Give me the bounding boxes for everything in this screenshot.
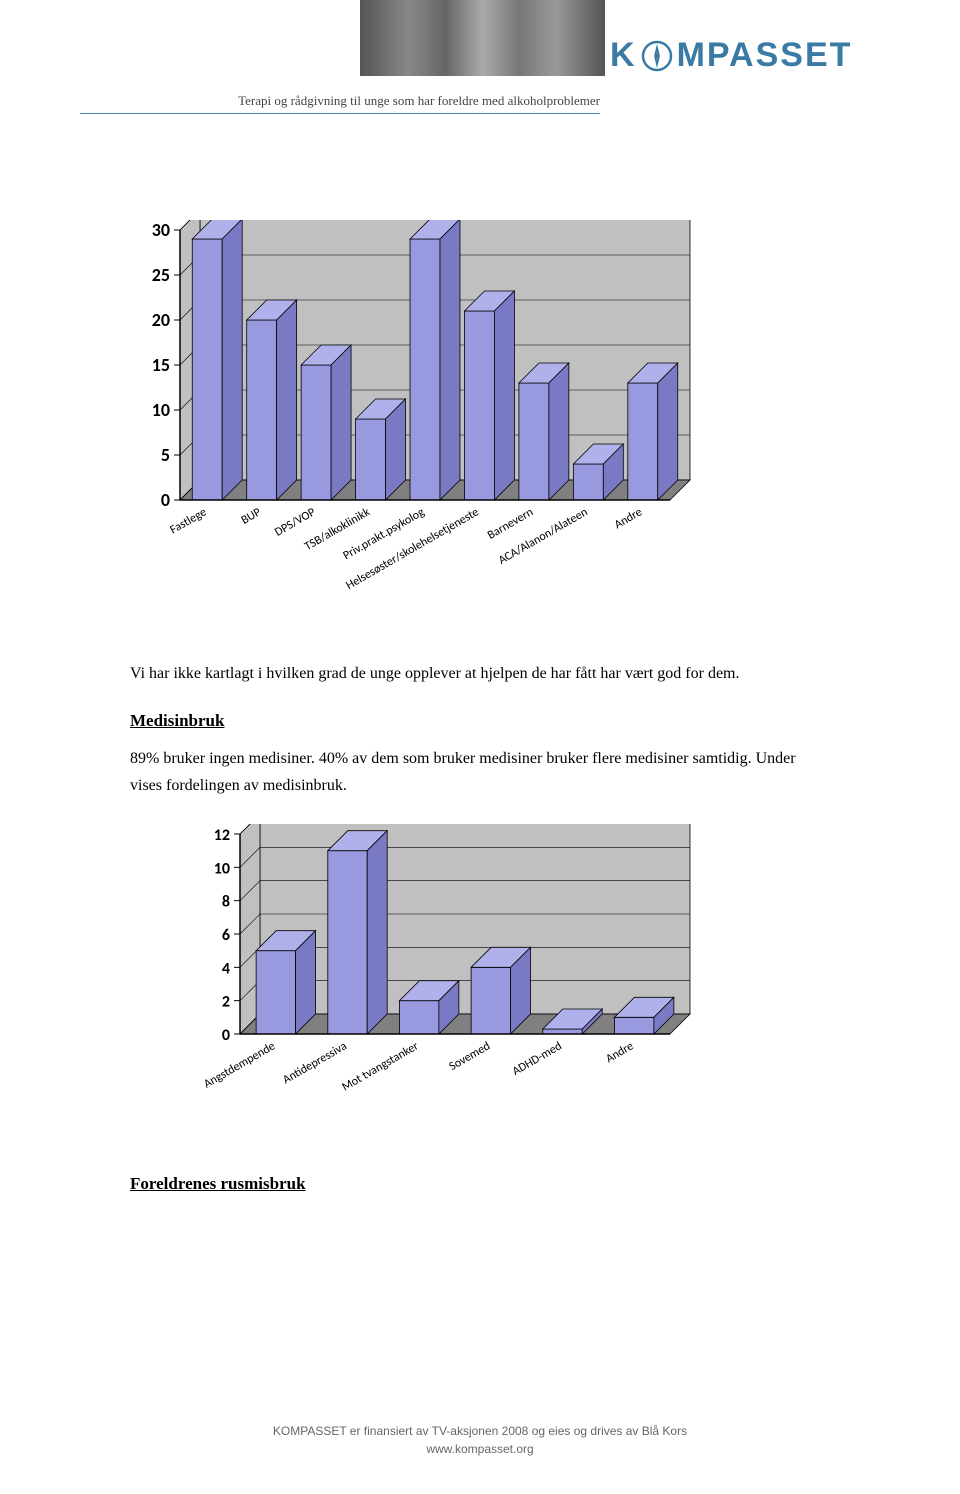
svg-text:10: 10 [152, 399, 170, 421]
svg-text:BUP: BUP [239, 505, 264, 527]
logo-prefix: K [610, 36, 637, 75]
svg-text:25: 25 [152, 264, 170, 286]
svg-text:Angstdempende: Angstdempende [201, 1039, 277, 1091]
chart-2: 0 2 4 6 8 10 12 AngstdempendeAntidepressivaMot … [190, 824, 830, 1144]
svg-text:Antidepressiva: Antidepressiva [281, 1039, 350, 1087]
svg-text:20: 20 [152, 309, 170, 331]
svg-text:Andre: Andre [612, 505, 645, 532]
svg-text:0: 0 [161, 489, 170, 511]
header-photo [360, 0, 605, 76]
footer-line-1: KOMPASSET er finansiert av TV-aksjonen 2… [0, 1422, 960, 1440]
compass-icon [641, 40, 673, 72]
svg-text:Fastlege: Fastlege [168, 505, 209, 537]
svg-text:ADHD-med: ADHD-med [510, 1039, 564, 1078]
svg-text:5: 5 [161, 444, 170, 466]
svg-text:2: 2 [222, 992, 230, 1011]
svg-text:15: 15 [152, 354, 170, 376]
heading-medisinbruk: Medisinbruk [130, 711, 830, 731]
svg-text:8: 8 [222, 892, 230, 911]
chart-1: 051015202530FastlegeBUPDPS/VOPTSB/alkokl… [130, 220, 830, 640]
svg-text:30: 30 [152, 220, 170, 241]
svg-text:10: 10 [214, 859, 230, 878]
svg-text:DPS/VOP: DPS/VOP [273, 505, 319, 539]
header-banner: K MPASSET Terapi og rådgivning til unge … [0, 0, 960, 110]
svg-text:6: 6 [222, 926, 230, 945]
heading-foreldrenes: Foreldrenes rusmisbruk [130, 1174, 830, 1194]
paragraph-1: Vi har ikke kartlagt i hvilken grad de u… [130, 660, 830, 687]
footer: KOMPASSET er finansiert av TV-aksjonen 2… [0, 1422, 960, 1458]
svg-text:4: 4 [222, 959, 230, 978]
logo-suffix: MPASSET [677, 36, 853, 75]
svg-text:Andre: Andre [604, 1039, 637, 1066]
paragraph-2: 89% bruker ingen medisiner. 40% av dem s… [130, 745, 830, 799]
tagline: Terapi og rådgivning til unge som har fo… [80, 93, 600, 114]
svg-text:Sovemed: Sovemed [447, 1039, 493, 1074]
footer-line-2: www.kompasset.org [0, 1440, 960, 1458]
svg-text:Mot tvangstanker: Mot tvangstanker [340, 1039, 421, 1094]
svg-text:ACA/Alanon/Alateen: ACA/Alanon/Alateen [496, 505, 590, 567]
svg-text:12: 12 [214, 826, 230, 845]
logo: K MPASSET [610, 36, 880, 75]
svg-text:0: 0 [222, 1026, 230, 1045]
